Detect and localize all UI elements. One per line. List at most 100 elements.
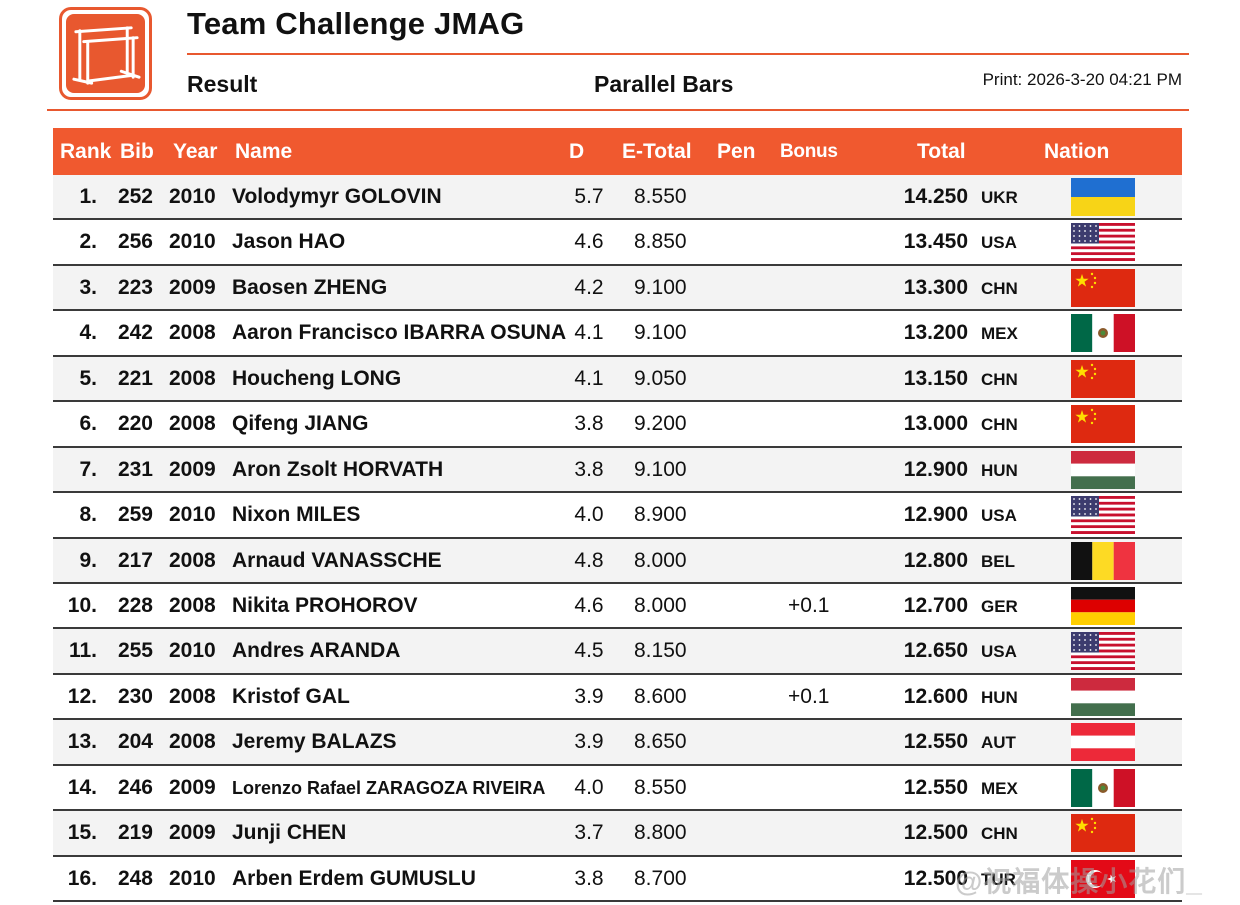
table-row: 16. 248 2010 Arben Erdem GUMUSLU 3.8 8.700 12.…	[53, 856, 1182, 902]
year-cell: 2010	[169, 503, 216, 527]
total-cell: 12.900	[903, 457, 968, 481]
d-score-cell: 3.9	[574, 684, 604, 708]
nation-cell: UKR	[981, 188, 1018, 207]
china-flag-icon	[1071, 405, 1135, 444]
rank-cell: 8.	[79, 503, 97, 527]
year-cell: 2010	[169, 185, 216, 208]
bib-cell: 220	[117, 412, 153, 436]
name-cell: Aron Zsolt HORVATH	[232, 457, 444, 481]
china-flag-icon	[1071, 814, 1135, 853]
nation-cell: BEL	[981, 551, 1015, 571]
bonus-cell: +0.1	[788, 684, 830, 708]
rank-cell: 2.	[79, 230, 97, 254]
total-cell: 12.650	[903, 639, 968, 663]
col-nation: Nation	[1044, 140, 1110, 163]
year-cell: 2010	[169, 866, 216, 890]
hungary-flag-icon	[1071, 450, 1135, 489]
table-row: 2. 256 2010 Jason HAO 4.6 8.850 13.450 USA	[53, 220, 1182, 266]
nation-cell: MEX	[981, 324, 1018, 344]
year-cell: 2008	[169, 593, 216, 617]
austria-flag-icon	[1071, 723, 1135, 762]
bib-cell: 242	[117, 321, 153, 345]
col-e-total: E-Total	[622, 140, 692, 163]
parallel-bars-logo	[59, 7, 152, 100]
nation-cell: GER	[981, 596, 1018, 616]
e-total-cell: 9.100	[634, 275, 687, 299]
col-pen: Pen	[717, 140, 756, 163]
total-cell: 14.250	[903, 185, 968, 208]
name-cell: Arnaud VANASSCHE	[232, 548, 442, 572]
e-total-cell: 9.100	[634, 321, 687, 345]
bib-cell: 217	[117, 548, 153, 572]
nation-cell: CHN	[981, 415, 1018, 435]
name-cell: Jason HAO	[232, 230, 346, 254]
table-row: 8. 259 2010 Nixon MILES 4.0 8.900 12.900 USA	[53, 493, 1182, 539]
total-cell: 12.500	[903, 821, 968, 845]
bib-cell: 231	[117, 457, 153, 481]
bib-cell: 223	[117, 275, 153, 299]
competition-title: Team Challenge JMAG	[187, 6, 525, 41]
nation-cell: AUT	[981, 733, 1016, 753]
table-row: 12. 230 2008 Kristof GAL 3.9 8.600 +0.1 12.600 H…	[53, 674, 1182, 721]
hungary-flag-icon	[1071, 677, 1135, 716]
name-cell: Houcheng LONG	[232, 366, 402, 390]
nation-cell: CHN	[981, 824, 1018, 844]
year-cell: 2010	[169, 230, 216, 254]
year-cell: 2008	[169, 548, 216, 572]
rank-cell: 4.	[79, 321, 97, 345]
watermark: @祝福体操小花们_	[955, 866, 1203, 897]
nation-cell: USA	[981, 506, 1017, 526]
table-row: 11. 255 2010 Andres ARANDA 4.5 8.150 12.650 USA	[53, 629, 1182, 675]
bib-cell: 256	[117, 230, 153, 254]
name-cell: Volodymyr GOLOVIN	[232, 185, 442, 208]
rank-cell: 12.	[67, 684, 97, 708]
name-cell: Andres ARANDA	[232, 639, 401, 663]
rank-cell: 15.	[67, 821, 97, 845]
section-label: Result	[187, 71, 258, 97]
d-score-cell: 4.0	[574, 775, 604, 799]
d-score-cell: 4.8	[574, 548, 604, 572]
table-row: 6. 220 2008 Qifeng JIANG 3.8 9.200 13.000 CHN	[53, 402, 1182, 448]
bib-cell: 252	[117, 185, 153, 208]
year-cell: 2008	[169, 321, 216, 345]
table-row: 4. 242 2008 Aaron Francisco IBARRA OSUNA 4.1…	[53, 311, 1182, 357]
germany-flag-icon	[1071, 586, 1135, 625]
name-cell: Jeremy BALAZS	[232, 730, 397, 754]
e-total-cell: 9.100	[634, 457, 687, 481]
bib-cell: 219	[117, 821, 153, 845]
e-total-cell: 9.050	[634, 366, 687, 390]
col-bib: Bib	[120, 140, 154, 163]
e-total-cell: 8.550	[634, 185, 687, 208]
total-cell: 13.300	[903, 275, 968, 299]
china-flag-icon	[1071, 359, 1135, 398]
name-cell: Nixon MILES	[232, 503, 361, 527]
name-cell: Kristof GAL	[232, 684, 350, 708]
print-timestamp: Print: 2026-3-20 04:21 PM	[982, 70, 1182, 89]
year-cell: 2008	[169, 730, 216, 754]
rank-cell: 11.	[68, 639, 97, 663]
table-body: 1. 252 2010 Volodymyr GOLOVIN 5.7 8.550 14.250…	[53, 175, 1182, 902]
e-total-cell: 8.000	[634, 593, 687, 617]
nation-cell: HUN	[981, 687, 1018, 707]
results-table: Rank Bib Year Name D E-Total Pen Bonus T…	[53, 128, 1182, 902]
d-score-cell: 4.6	[574, 593, 604, 617]
belgium-flag-icon	[1071, 541, 1135, 580]
bib-cell: 248	[117, 866, 153, 890]
header-divider	[187, 53, 1189, 55]
total-cell: 12.550	[903, 730, 968, 754]
d-score-cell: 4.1	[574, 321, 604, 345]
total-cell: 13.200	[903, 321, 968, 345]
nation-cell: USA	[981, 233, 1017, 253]
year-cell: 2009	[169, 775, 216, 799]
bonus-cell: +0.1	[788, 593, 830, 617]
rank-cell: 14.	[67, 775, 97, 799]
year-cell: 2010	[169, 639, 216, 663]
col-bonus: Bonus	[780, 141, 838, 162]
parallel-bars-icon	[72, 26, 141, 85]
col-name: Name	[235, 140, 293, 163]
rank-cell: 5.	[79, 366, 97, 390]
d-score-cell: 3.8	[574, 412, 604, 436]
total-cell: 12.600	[903, 684, 968, 708]
turkey-flag-icon	[1071, 859, 1135, 898]
total-cell: 13.450	[903, 230, 968, 254]
